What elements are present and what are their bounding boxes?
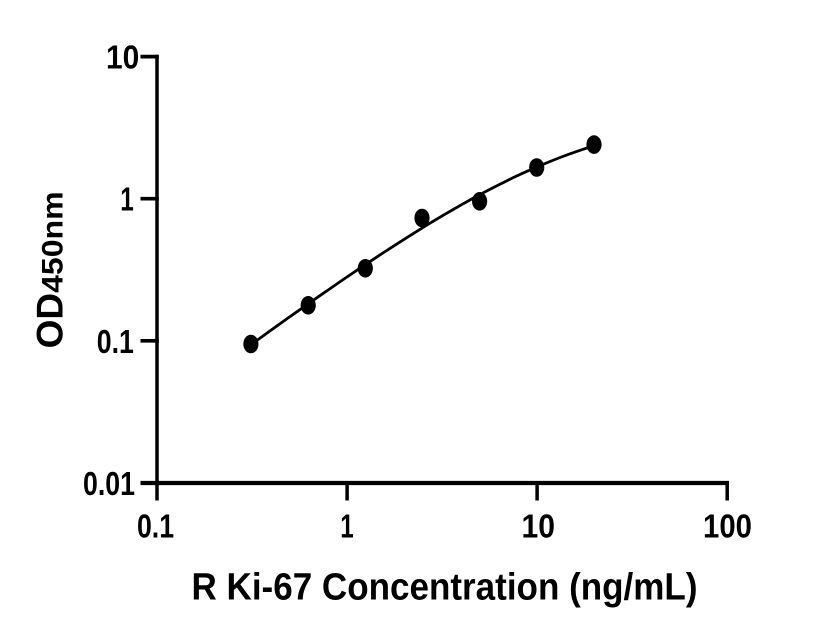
svg-text:OD: OD bbox=[30, 293, 71, 349]
svg-text:0.01: 0.01 bbox=[83, 465, 135, 502]
svg-text:10: 10 bbox=[106, 39, 139, 76]
svg-text:100: 100 bbox=[703, 508, 752, 545]
svg-text:450nm: 450nm bbox=[37, 191, 70, 293]
svg-text:1: 1 bbox=[340, 508, 354, 545]
svg-text:R Ki-67 Concentration (ng/mL): R Ki-67 Concentration (ng/mL) bbox=[192, 567, 698, 609]
svg-text:1: 1 bbox=[120, 181, 134, 218]
svg-text:10: 10 bbox=[522, 508, 556, 545]
svg-text:0.1: 0.1 bbox=[97, 323, 134, 360]
svg-text:0.1: 0.1 bbox=[137, 508, 174, 545]
